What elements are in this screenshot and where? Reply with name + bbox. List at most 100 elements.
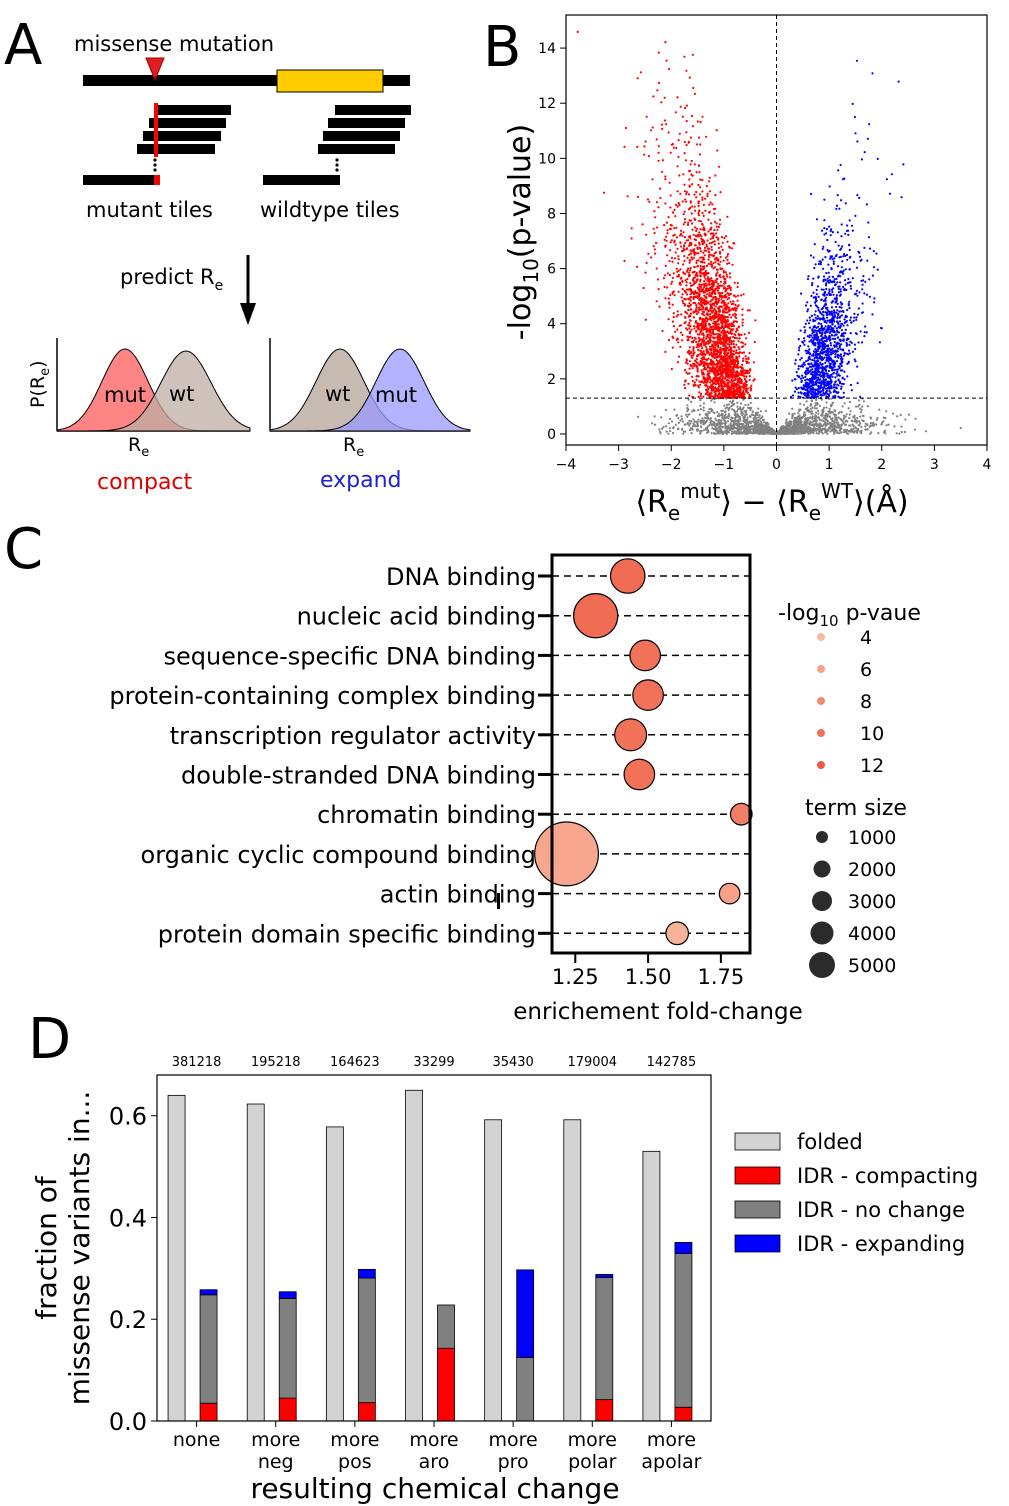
pvalue-legend-marker [817, 633, 825, 641]
bar-plot-frame [156, 1074, 712, 1422]
variant-count-label: 142785 [647, 1055, 697, 1070]
panel-c-letter: C [4, 517, 43, 582]
go-term-point [623, 758, 656, 791]
bar-category-label: pos [338, 1451, 372, 1473]
bar-idr-segment [278, 1297, 297, 1399]
bar-legend-swatch [734, 1166, 781, 1185]
expand-mut-label: mut [375, 383, 417, 407]
bar-legend-swatch [734, 1234, 781, 1253]
volcano-x-tick-label: −4 [556, 457, 577, 473]
bar-idr-segment [437, 1304, 455, 1349]
bar-category-label: apolar [641, 1451, 701, 1473]
variant-count-label: 195218 [251, 1055, 301, 1070]
bar-folded [167, 1094, 186, 1422]
bar-legend-swatch [734, 1200, 781, 1219]
down-arrow-icon [240, 303, 256, 325]
go-term-label: sequence-specific DNA binding [163, 642, 536, 670]
bar-idr-segment [674, 1253, 693, 1408]
size-legend-marker [809, 952, 835, 978]
volcano-xlabel: ⟨Remut⟩ − ⟨ReWT⟩(Å) [635, 479, 908, 525]
bar-idr-segment [278, 1291, 297, 1299]
volcano-y-tick-label: 8 [547, 206, 556, 222]
pvalue-legend-value: 12 [860, 755, 884, 777]
bar-folded [484, 1119, 503, 1422]
enrichment-xlabel: enrichement fold-change [513, 999, 803, 1025]
panel-d-letter: D [28, 1007, 71, 1072]
pvalue-legend-marker [817, 729, 825, 737]
go-term-point [718, 882, 741, 905]
stray-mark [497, 893, 500, 909]
volcano-ylabel: -log10(p-value) [503, 124, 543, 340]
bar-idr-segment [595, 1277, 614, 1401]
bar-category-label: pro [498, 1451, 529, 1473]
bar-ylabel-line1: fraction of [30, 1175, 63, 1320]
go-term-point [665, 921, 690, 946]
density-plot-compact: mut wt [56, 338, 251, 432]
go-term-point [573, 593, 619, 639]
wildtype-tiles [263, 105, 411, 185]
volcano-x-tick-label: −1 [714, 457, 735, 473]
bar-legend-label: IDR - expanding [797, 1232, 965, 1256]
bar-category-label: neg [258, 1451, 294, 1473]
go-term-label: protein domain specific binding [158, 920, 536, 948]
panel-d: D 381218 195218 164623 33299 35430 179004 1427… [28, 1007, 978, 1505]
folded-domain-box [276, 69, 384, 93]
volcano-y-tick-label: 14 [538, 41, 556, 57]
bar-category-label: more [330, 1429, 379, 1451]
volcano-x-tick-label: −2 [661, 457, 682, 473]
expand-caption: expand [320, 468, 402, 493]
bar-y-ticks: 0.0 0.2 0.4 0.6 [109, 1103, 157, 1436]
volcano-y-tick-label: 10 [538, 151, 556, 167]
enrichment-x-tick-label: 1.50 [625, 965, 672, 989]
bar-folded [642, 1150, 661, 1422]
bar-idr-segment [357, 1402, 376, 1422]
size-legend-value: 2000 [848, 859, 896, 881]
go-term-point [609, 558, 646, 594]
bar-x-ticks: none morenegmoreposmorearomorepromorepola… [173, 1421, 702, 1473]
variant-count-label: 35430 [492, 1055, 533, 1070]
size-legend-title: term size [805, 796, 907, 821]
density-ylabel: P(Re) [27, 361, 53, 409]
volcano-y-tick-label: 12 [538, 96, 556, 112]
go-term-point [614, 718, 648, 752]
bar-legend: folded IDR - compacting IDR - no change IDR… [734, 1130, 978, 1256]
go-term-label: transcription regulator activity [170, 722, 536, 750]
variant-count-label: 164623 [330, 1055, 380, 1070]
mutant-tiles-label: mutant tiles [86, 198, 213, 222]
size-legend-value: 4000 [848, 923, 896, 945]
compact-mut-label: mut [104, 383, 146, 407]
expand-wt-label: wt [325, 382, 350, 406]
bar-category-label: more [568, 1429, 617, 1451]
bar-idr-segment [516, 1356, 535, 1422]
go-term-point [629, 639, 662, 672]
bar-idr-segment [357, 1268, 376, 1279]
bar-category-label: more [251, 1429, 300, 1451]
volcano-x-tick-label: −3 [608, 457, 629, 473]
enrichment-plot-frame [550, 553, 752, 955]
enrichment-rows: DNA binding nucleic acid binding sequence-… [109, 558, 753, 948]
bar-folded [405, 1089, 423, 1422]
bar-y-tick-label: 0.4 [109, 1204, 147, 1232]
density-xlabel-left: Re [128, 434, 149, 460]
go-term-point [729, 802, 753, 826]
bar-category-label: more [647, 1429, 696, 1451]
stacked-bars [167, 1089, 693, 1422]
size-legend-value: 1000 [848, 827, 896, 849]
go-term-label: actin binding [380, 881, 536, 909]
bar-idr-segment [516, 1269, 535, 1358]
wildtype-tiles-label: wildtype tiles [260, 198, 400, 222]
volcano-x-tick-label: 0 [772, 457, 781, 473]
bar-folded [246, 1103, 265, 1422]
size-legend-marker [816, 831, 828, 843]
pvalue-legend-value: 8 [860, 691, 872, 713]
bar-folded [325, 1126, 344, 1422]
protein-sequence-bar [83, 75, 410, 86]
volcano-x-tick-label: 1 [825, 457, 834, 473]
variant-count-label: 179004 [567, 1055, 617, 1070]
bar-category-label: more [489, 1429, 538, 1451]
bar-idr-segment [278, 1397, 297, 1422]
volcano-points [576, 30, 962, 436]
volcano-y-ticks: 0 2 4 6 8 10 12 14 [538, 41, 566, 443]
enrichment-x-tick-label: 1.25 [552, 965, 599, 989]
variant-counts: 381218 195218 164623 33299 35430 179004 142785 [172, 1055, 696, 1070]
